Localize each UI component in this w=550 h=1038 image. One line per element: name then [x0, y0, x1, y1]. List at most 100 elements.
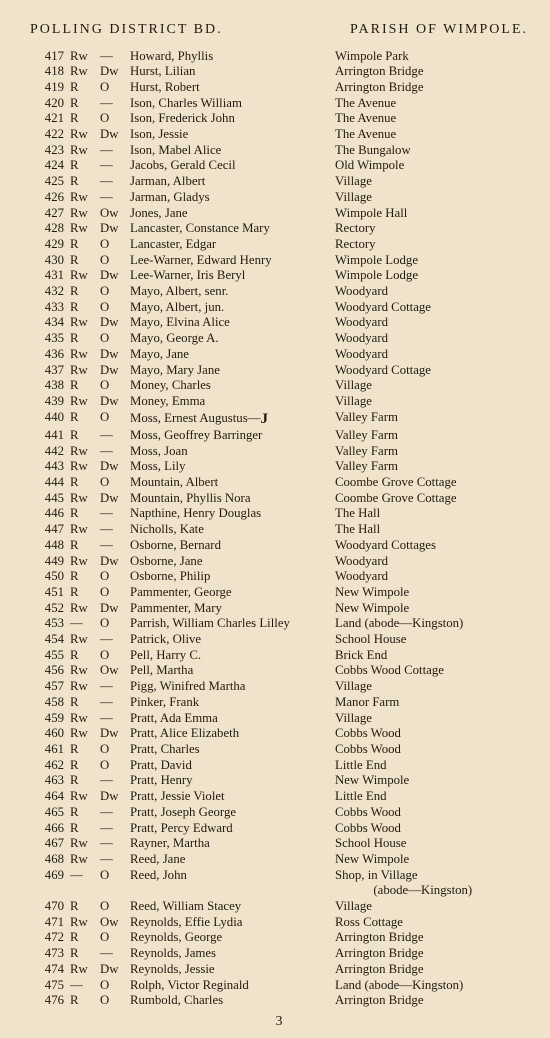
code-a: R — [70, 174, 100, 190]
code-a: Rw — [70, 914, 100, 930]
address: Little End — [335, 757, 528, 773]
address: Old Wimpole — [335, 158, 528, 174]
register-row: 438ROMoney, CharlesVillage — [30, 378, 528, 394]
register-row: 432ROMayo, Albert, senr.Woodyard — [30, 284, 528, 300]
code-b: Dw — [100, 789, 130, 805]
entry-number: 458 — [30, 694, 70, 710]
entry-number: 468 — [30, 851, 70, 867]
address: Woodyard Cottages — [335, 537, 528, 553]
person-name: Jones, Jane — [130, 205, 335, 221]
register-row: 421ROIson, Frederick JohnThe Avenue — [30, 111, 528, 127]
code-b: O — [100, 899, 130, 915]
person-name: Reed, William Stacey — [130, 899, 335, 915]
code-b: — — [100, 632, 130, 648]
register-row: 444ROMountain, AlbertCoombe Grove Cottag… — [30, 475, 528, 491]
code-a: R — [70, 741, 100, 757]
person-name: Lancaster, Constance Mary — [130, 221, 335, 237]
code-a: R — [70, 331, 100, 347]
code-b: — — [100, 820, 130, 836]
register-row: 435ROMayo, George A.Woodyard — [30, 331, 528, 347]
code-b: Dw — [100, 221, 130, 237]
entry-number: 452 — [30, 600, 70, 616]
person-name: Pratt, Jessie Violet — [130, 789, 335, 805]
code-a: R — [70, 899, 100, 915]
person-name: Pratt, Charles — [130, 741, 335, 757]
code-b: — — [100, 804, 130, 820]
entry-number: 474 — [30, 961, 70, 977]
code-b: O — [100, 584, 130, 600]
code-a: Rw — [70, 961, 100, 977]
address: The Avenue — [335, 127, 528, 143]
entry-number: 439 — [30, 393, 70, 409]
code-b: O — [100, 111, 130, 127]
address: Woodyard — [335, 331, 528, 347]
register-row: 472ROReynolds, GeorgeArrington Bridge — [30, 930, 528, 946]
code-a: Rw — [70, 189, 100, 205]
code-a: R — [70, 475, 100, 491]
register-row: 471RwOwReynolds, Effie LydiaRoss Cottage — [30, 914, 528, 930]
code-b: O — [100, 930, 130, 946]
address: Cobbs Wood — [335, 741, 528, 757]
entry-number: 428 — [30, 221, 70, 237]
entry-number: 442 — [30, 443, 70, 459]
entry-number: 449 — [30, 553, 70, 569]
address: Land (abode—Kingston) — [335, 977, 528, 993]
code-b: — — [100, 679, 130, 695]
entry-number: 423 — [30, 142, 70, 158]
entry-number: 473 — [30, 946, 70, 962]
code-a: Rw — [70, 127, 100, 143]
register-row: 420R—Ison, Charles WilliamThe Avenue — [30, 95, 528, 111]
person-name: Pammenter, George — [130, 584, 335, 600]
register-row: 445RwDwMountain, Phyllis NoraCoombe Grov… — [30, 490, 528, 506]
code-a: Rw — [70, 789, 100, 805]
code-a: R — [70, 584, 100, 600]
code-b: — — [100, 773, 130, 789]
person-name: Mountain, Albert — [130, 475, 335, 491]
entry-number: 440 — [30, 409, 70, 427]
code-a: R — [70, 79, 100, 95]
entry-number: 432 — [30, 284, 70, 300]
register-row: 476RORumbold, CharlesArrington Bridge — [30, 993, 528, 1009]
code-a: R — [70, 804, 100, 820]
person-name: Jarman, Albert — [130, 174, 335, 190]
code-a: R — [70, 378, 100, 394]
person-name: Ison, Charles William — [130, 95, 335, 111]
code-b: Dw — [100, 346, 130, 362]
register-row: 428RwDwLancaster, Constance MaryRectory — [30, 221, 528, 237]
register-row: 457Rw—Pigg, Winifred MarthaVillage — [30, 679, 528, 695]
code-a: Rw — [70, 679, 100, 695]
person-name: Money, Charles — [130, 378, 335, 394]
register-row: 461ROPratt, CharlesCobbs Wood — [30, 741, 528, 757]
code-b: O — [100, 79, 130, 95]
register-row: 425R—Jarman, AlbertVillage — [30, 174, 528, 190]
entry-number: 457 — [30, 679, 70, 695]
entry-number: 443 — [30, 459, 70, 475]
code-a: Rw — [70, 443, 100, 459]
address: School House — [335, 632, 528, 648]
code-a: R — [70, 284, 100, 300]
code-a: Rw — [70, 315, 100, 331]
code-b: — — [100, 427, 130, 443]
address: Coombe Grove Cottage — [335, 475, 528, 491]
code-a: R — [70, 773, 100, 789]
register-row: 424R—Jacobs, Gerald CecilOld Wimpole — [30, 158, 528, 174]
person-name: Ison, Frederick John — [130, 111, 335, 127]
code-b: O — [100, 284, 130, 300]
code-a: R — [70, 409, 100, 427]
entry-number: 436 — [30, 346, 70, 362]
address: Cobbs Wood Cottage — [335, 663, 528, 679]
address: The Bungalow — [335, 142, 528, 158]
entry-number: 417 — [30, 48, 70, 64]
code-a: Rw — [70, 268, 100, 284]
entry-number: 450 — [30, 569, 70, 585]
person-name: Pratt, Joseph George — [130, 804, 335, 820]
entry-number: 451 — [30, 584, 70, 600]
register-row: 474RwDwReynolds, JessieArrington Bridge — [30, 961, 528, 977]
entry-number: 463 — [30, 773, 70, 789]
address: The Hall — [335, 522, 528, 538]
entry-number: 467 — [30, 836, 70, 852]
person-name: Pratt, Ada Emma — [130, 710, 335, 726]
person-name: Osborne, Bernard — [130, 537, 335, 553]
code-b: — — [100, 158, 130, 174]
entry-number: 456 — [30, 663, 70, 679]
